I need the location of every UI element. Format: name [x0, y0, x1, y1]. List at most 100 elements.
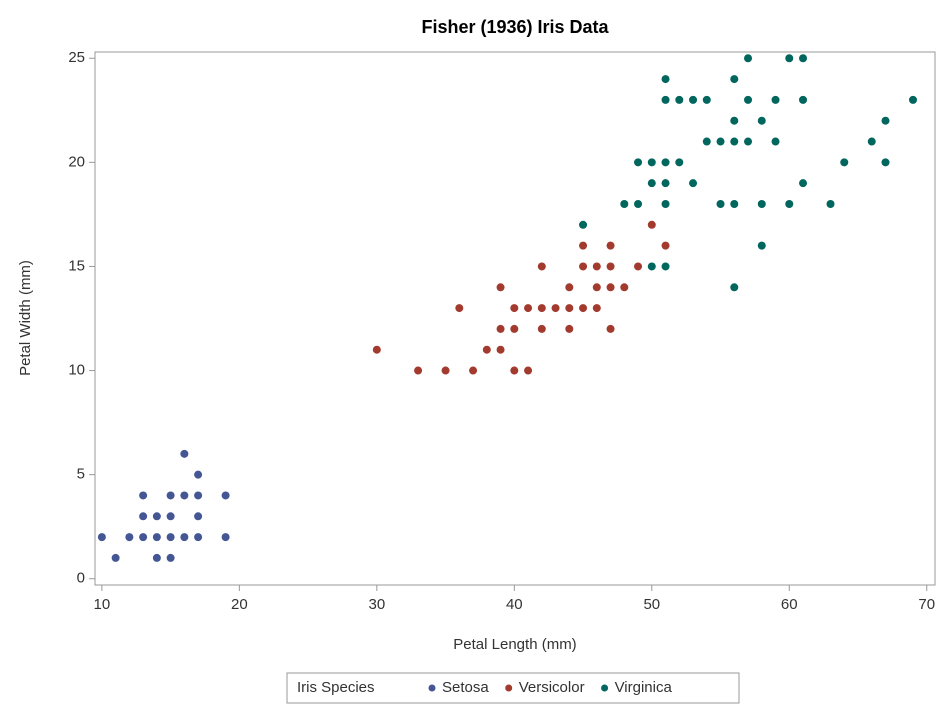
- x-tick-label: 70: [918, 596, 935, 613]
- data-point: [730, 283, 739, 292]
- data-point: [139, 491, 148, 500]
- data-point: [372, 345, 381, 354]
- data-point: [867, 137, 876, 146]
- data-point: [799, 179, 808, 188]
- data-point: [634, 199, 643, 208]
- data-point: [194, 470, 203, 479]
- data-point: [496, 283, 505, 292]
- data-point: [482, 345, 491, 354]
- y-tick-label: 25: [68, 49, 85, 66]
- data-point: [194, 512, 203, 521]
- data-point: [510, 304, 519, 313]
- data-point: [881, 116, 890, 125]
- data-point: [221, 491, 230, 500]
- data-point: [634, 262, 643, 271]
- data-point: [730, 199, 739, 208]
- data-point: [496, 345, 505, 354]
- data-point: [647, 262, 656, 271]
- data-point: [579, 304, 588, 313]
- data-point: [537, 324, 546, 333]
- data-point: [840, 158, 849, 167]
- data-point: [785, 199, 794, 208]
- data-point: [634, 158, 643, 167]
- data-point: [771, 95, 780, 104]
- data-point: [537, 304, 546, 313]
- data-point: [661, 241, 670, 250]
- data-point: [730, 75, 739, 84]
- data-point: [111, 553, 120, 562]
- data-point: [606, 324, 615, 333]
- x-tick-label: 20: [231, 596, 248, 613]
- data-point: [194, 491, 203, 500]
- x-tick-label: 60: [781, 596, 798, 613]
- data-point: [785, 54, 794, 63]
- data-point: [441, 366, 450, 375]
- data-point: [180, 533, 189, 542]
- data-point: [221, 533, 230, 542]
- y-tick-label: 0: [77, 570, 85, 587]
- data-point: [757, 199, 766, 208]
- data-point: [551, 304, 560, 313]
- data-point: [716, 199, 725, 208]
- data-point: [166, 512, 175, 521]
- legend-label: Setosa: [442, 679, 489, 696]
- data-point: [689, 179, 698, 188]
- data-point: [799, 54, 808, 63]
- data-point: [716, 137, 725, 146]
- chart-title: Fisher (1936) Iris Data: [421, 17, 609, 37]
- data-point: [730, 116, 739, 125]
- data-point: [620, 199, 629, 208]
- data-point: [606, 241, 615, 250]
- data-point: [675, 158, 684, 167]
- data-point: [647, 179, 656, 188]
- y-tick-label: 5: [77, 466, 85, 483]
- data-point: [166, 533, 175, 542]
- data-point: [166, 553, 175, 562]
- data-point: [592, 283, 601, 292]
- data-point: [647, 220, 656, 229]
- data-point: [909, 95, 918, 104]
- data-point: [180, 491, 189, 500]
- data-point: [152, 512, 161, 521]
- data-point: [139, 533, 148, 542]
- data-point: [744, 137, 753, 146]
- data-point: [606, 262, 615, 271]
- data-point: [675, 95, 684, 104]
- data-point: [565, 324, 574, 333]
- x-tick-label: 50: [643, 596, 660, 613]
- legend-label: Versicolor: [519, 679, 585, 696]
- y-tick-label: 10: [68, 362, 85, 379]
- data-point: [647, 158, 656, 167]
- data-point: [702, 137, 711, 146]
- data-point: [744, 95, 753, 104]
- data-point: [771, 137, 780, 146]
- data-point: [661, 75, 670, 84]
- data-point: [826, 199, 835, 208]
- data-point: [757, 116, 766, 125]
- x-tick-label: 30: [368, 596, 385, 613]
- data-point: [730, 137, 739, 146]
- data-point: [537, 262, 546, 271]
- legend-frame: [286, 672, 740, 704]
- data-point: [152, 533, 161, 542]
- data-point: [689, 95, 698, 104]
- data-point: [565, 304, 574, 313]
- data-point: [744, 54, 753, 63]
- x-tick-label: 10: [94, 596, 111, 613]
- data-point: [881, 158, 890, 167]
- data-point: [194, 533, 203, 542]
- data-point: [620, 283, 629, 292]
- data-point: [757, 241, 766, 250]
- x-axis-label: Petal Length (mm): [453, 636, 576, 653]
- data-point: [469, 366, 478, 375]
- data-point: [606, 283, 615, 292]
- data-point: [661, 158, 670, 167]
- legend-marker: [505, 684, 513, 692]
- data-point: [496, 324, 505, 333]
- data-point: [510, 324, 519, 333]
- y-axis-label: Petal Width (mm): [17, 260, 34, 376]
- data-point: [455, 304, 464, 313]
- data-point: [97, 533, 106, 542]
- data-point: [661, 179, 670, 188]
- data-point: [661, 199, 670, 208]
